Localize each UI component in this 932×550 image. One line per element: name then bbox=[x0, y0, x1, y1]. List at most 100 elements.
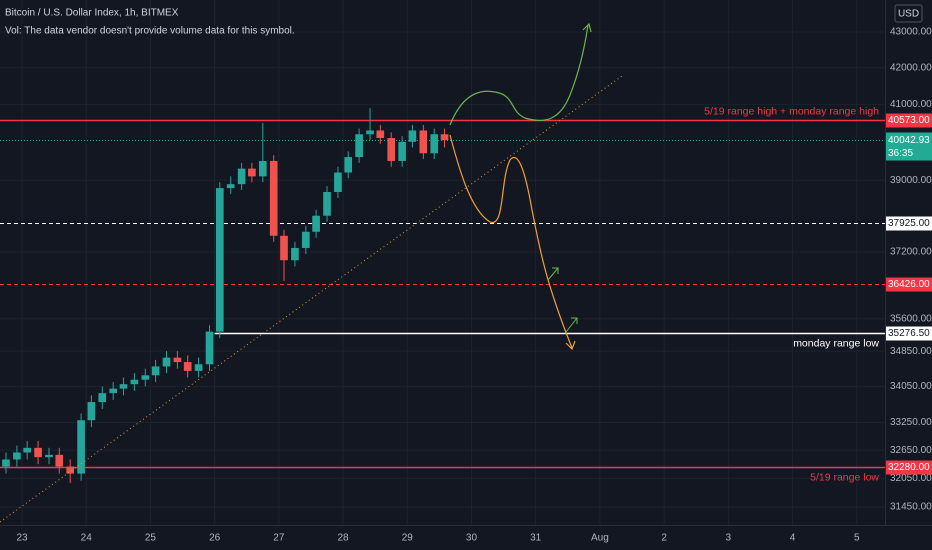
candle-body bbox=[194, 364, 203, 371]
candle-body bbox=[344, 157, 353, 173]
candle-body bbox=[34, 447, 42, 458]
chart-subtitle: Vol: The data vendor doesn't provide vol… bbox=[5, 26, 295, 37]
price-tag-label: 35276.50 bbox=[888, 328, 930, 339]
candle-body bbox=[183, 362, 192, 371]
bull-path bbox=[449, 24, 589, 126]
grid bbox=[0, 0, 885, 525]
last-price-label: 40042.93 bbox=[888, 135, 930, 146]
y-tick-label: 34850.00 bbox=[890, 346, 932, 357]
axes: 43000.00 42000.00 41000.00 39000.00 37200.00… bbox=[16, 27, 932, 544]
drawings bbox=[0, 22, 623, 523]
y-tick-label: 41000.00 bbox=[890, 99, 932, 110]
candle-body bbox=[55, 454, 64, 467]
candle-body bbox=[398, 141, 406, 161]
price-tag-label: 40573.00 bbox=[888, 115, 930, 126]
bounce-arrow bbox=[547, 267, 559, 281]
candle-body bbox=[334, 172, 342, 193]
candle-body bbox=[323, 192, 331, 216]
candle-body bbox=[376, 130, 385, 139]
candle-body bbox=[45, 454, 53, 458]
x-tick-label: 5 bbox=[854, 533, 860, 544]
candle-body bbox=[173, 357, 182, 363]
x-tick-label: 2 bbox=[661, 533, 667, 544]
candles bbox=[2, 108, 449, 484]
y-tick-label: 34050.00 bbox=[890, 381, 932, 392]
x-tick-label: 30 bbox=[466, 533, 478, 544]
candle-body bbox=[205, 331, 214, 365]
bear-path bbox=[449, 134, 573, 349]
x-tick-label: 26 bbox=[209, 533, 221, 544]
candle-body bbox=[2, 459, 10, 467]
x-tick-label: 27 bbox=[273, 533, 285, 544]
candle-body bbox=[226, 184, 235, 189]
candle-body bbox=[237, 168, 246, 185]
candle-body bbox=[87, 402, 96, 421]
x-tick-label: 4 bbox=[790, 533, 796, 544]
y-tick-label: 43000.00 bbox=[890, 27, 932, 38]
candle-body bbox=[130, 379, 139, 385]
last-price-tag bbox=[886, 132, 932, 161]
candle-body bbox=[23, 447, 31, 453]
candle-body bbox=[419, 130, 428, 154]
candle-body bbox=[312, 215, 320, 232]
candle-body bbox=[355, 134, 363, 158]
candle-body bbox=[408, 130, 417, 142]
x-tick-label: 24 bbox=[81, 533, 93, 544]
y-tick-label: 37200.00 bbox=[890, 247, 932, 258]
price-tag bbox=[886, 460, 932, 475]
y-tick-label: 32650.00 bbox=[890, 445, 932, 456]
bear-arrow bbox=[565, 340, 576, 351]
x-tick-label: 28 bbox=[338, 533, 350, 544]
y-tick-label: 32050.00 bbox=[890, 473, 932, 484]
price-tag-label: 37925.00 bbox=[888, 218, 930, 229]
price-tag bbox=[886, 113, 932, 128]
candle-body bbox=[98, 393, 107, 403]
level-label: 5/19 range low bbox=[810, 471, 879, 483]
price-tag bbox=[886, 326, 932, 341]
candle-body bbox=[269, 160, 278, 236]
candle-body bbox=[291, 247, 299, 261]
bull-arrow bbox=[582, 22, 592, 33]
candle-body bbox=[248, 168, 256, 177]
candle-body bbox=[440, 134, 449, 141]
candle-body bbox=[109, 388, 118, 394]
countdown: 36:35 bbox=[888, 148, 913, 159]
candle-body bbox=[302, 231, 310, 248]
chart-title: Bitcoin / U.S. Dollar Index, 1h, BITMEX bbox=[5, 8, 179, 19]
candle-body bbox=[258, 160, 267, 177]
candle-body bbox=[151, 366, 160, 376]
y-tick-label: 31450.00 bbox=[890, 502, 932, 513]
x-tick-label: 31 bbox=[530, 533, 542, 544]
price-tag bbox=[886, 277, 932, 292]
y-tick-label: 35600.00 bbox=[890, 313, 932, 324]
x-tick-label: 23 bbox=[16, 533, 28, 544]
y-tick-label: 33250.00 bbox=[890, 417, 932, 428]
x-tick-label: 29 bbox=[402, 533, 414, 544]
candle-body bbox=[387, 138, 396, 161]
level-label: 5/19 range high + monday range high bbox=[704, 105, 879, 117]
levels: 5/19 range high + monday range high monda… bbox=[0, 105, 885, 483]
candle-body bbox=[280, 235, 288, 261]
level-label: monday range low bbox=[793, 337, 879, 349]
candle-body bbox=[162, 357, 171, 367]
currency-button[interactable] bbox=[894, 4, 923, 23]
candle-body bbox=[141, 375, 150, 380]
candle-body bbox=[215, 188, 224, 332]
x-tick-label: 25 bbox=[145, 533, 157, 544]
currency[interactable]: USD bbox=[898, 9, 919, 20]
y-tick-label: 39000.00 bbox=[890, 175, 932, 186]
candle-body bbox=[119, 384, 128, 389]
candle-body bbox=[13, 452, 21, 460]
price-tag bbox=[886, 216, 932, 231]
x-tick-label: 3 bbox=[726, 533, 732, 544]
candle-body bbox=[430, 134, 439, 154]
candle-body bbox=[66, 466, 75, 474]
candle-body bbox=[77, 420, 85, 474]
candle-body bbox=[366, 130, 374, 135]
y-tick-label: 42000.00 bbox=[890, 62, 932, 73]
price-tag-label: 36426.00 bbox=[888, 279, 930, 290]
price-tag-label: 32280.00 bbox=[888, 462, 930, 473]
x-tick-label: Aug bbox=[591, 533, 609, 544]
